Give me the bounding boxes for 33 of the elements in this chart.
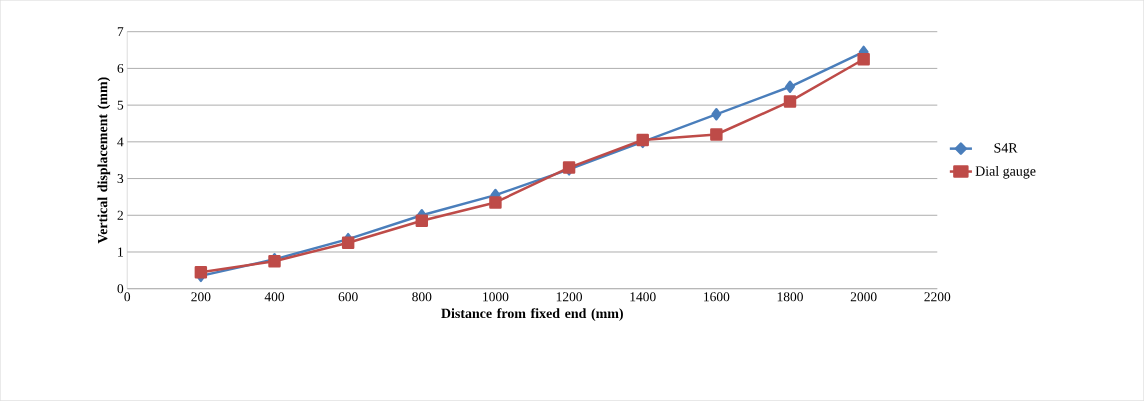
x-tick-label: 0 [124,292,131,302]
x-tick-label: 1800 [777,292,803,302]
point [415,214,429,228]
y-tick-label: 0 [117,284,124,294]
x-tick-label: 600 [338,292,358,302]
x-tick-label: 400 [264,292,285,302]
legend-label: S4R [994,143,1018,153]
x-tick-label: 1600 [704,292,730,302]
x-tick-label: 1200 [556,292,583,302]
y-tick-label: 2 [117,210,123,220]
x-tick-label: 800 [412,292,432,302]
point [783,95,797,108]
y-tick-label: 3 [117,174,124,184]
x-tick-label: 1400 [630,292,656,302]
y-tick-label: 4 [117,137,124,147]
x-tick-label: 2200 [924,292,951,302]
y-tick-label: 1 [118,247,123,257]
y-tick-label: 7 [117,27,124,37]
y-tick-label: 5 [117,100,124,110]
point [194,265,208,279]
x-tick-label: 200 [191,292,211,302]
y-axis-title: Vertical displacement (mm) [97,77,111,244]
point [711,108,722,121]
point [785,80,795,94]
y-tick-label: 6 [117,63,124,73]
legend-label: Dial gauge [975,165,1036,179]
point [710,128,723,141]
x-axis-title: Distance from fixed end (mm) [441,308,623,321]
point [341,236,355,250]
x-tick-label: 1000 [483,292,509,302]
x-tick-label: 2000 [850,292,877,302]
point [489,196,502,209]
point [857,53,870,66]
